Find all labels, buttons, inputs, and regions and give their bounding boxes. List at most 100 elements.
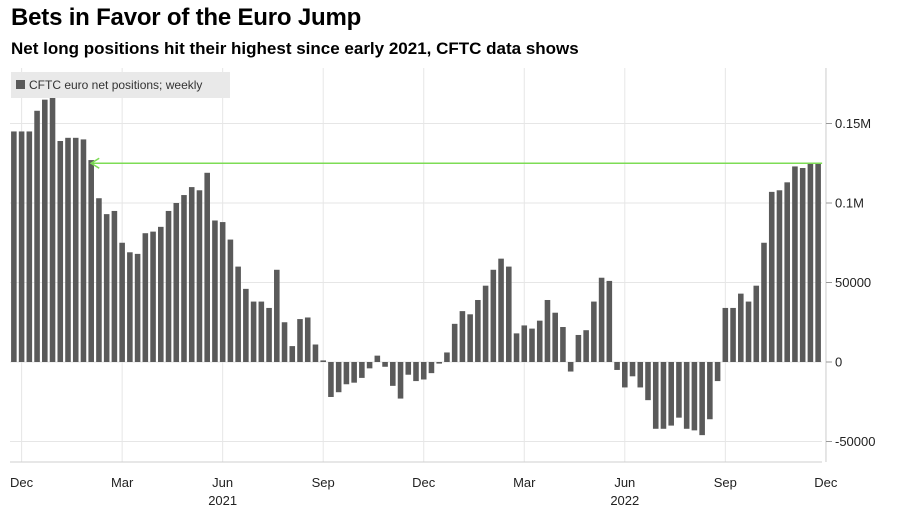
bar bbox=[498, 258, 504, 362]
bar bbox=[158, 226, 164, 362]
bar bbox=[335, 362, 342, 393]
bar bbox=[11, 131, 17, 362]
chart-title: Bets in Favor of the Euro Jump bbox=[11, 4, 362, 31]
bar bbox=[188, 187, 195, 362]
bar bbox=[529, 328, 535, 362]
bar bbox=[359, 362, 365, 378]
bar bbox=[768, 191, 775, 362]
bar bbox=[96, 198, 102, 362]
bar bbox=[753, 285, 760, 362]
y-tick-label: 0.15M bbox=[835, 116, 871, 131]
bar bbox=[289, 346, 296, 362]
year-label: 2021 bbox=[208, 493, 237, 508]
bar bbox=[103, 214, 110, 362]
x-tick-label: Sep bbox=[714, 475, 737, 490]
bar bbox=[165, 210, 172, 362]
bar bbox=[544, 299, 551, 362]
bar bbox=[243, 288, 249, 362]
bar bbox=[668, 362, 674, 426]
annotation bbox=[89, 157, 823, 169]
y-tick-label: -50000 bbox=[835, 434, 875, 449]
bar bbox=[127, 252, 133, 362]
bar bbox=[397, 362, 404, 399]
bar bbox=[374, 355, 381, 362]
bar bbox=[142, 233, 149, 362]
bars bbox=[11, 96, 821, 436]
bar bbox=[281, 322, 288, 362]
bar bbox=[637, 362, 644, 388]
bar bbox=[390, 362, 396, 386]
bar bbox=[173, 203, 180, 362]
bar bbox=[730, 307, 736, 362]
bar bbox=[134, 253, 141, 362]
bar bbox=[552, 312, 558, 362]
bar bbox=[513, 333, 520, 362]
bar bbox=[351, 362, 357, 383]
bar bbox=[482, 285, 489, 362]
bar bbox=[212, 220, 218, 362]
bar bbox=[235, 266, 241, 362]
bar bbox=[467, 314, 473, 362]
bar bbox=[258, 301, 265, 362]
bar bbox=[660, 362, 667, 429]
bar bbox=[738, 293, 744, 362]
bar bbox=[699, 362, 705, 436]
bar bbox=[622, 362, 628, 388]
y-tick-label: 0.1M bbox=[835, 196, 864, 211]
bar bbox=[219, 222, 226, 362]
x-tick-label: Dec bbox=[814, 475, 838, 490]
bar bbox=[405, 362, 412, 375]
bar bbox=[42, 99, 48, 363]
bar bbox=[428, 362, 435, 374]
bar bbox=[328, 362, 334, 397]
x-tick-label: Mar bbox=[513, 475, 536, 490]
bar bbox=[676, 362, 682, 418]
bar bbox=[88, 160, 94, 362]
bar bbox=[34, 110, 40, 362]
x-tick-label: Dec bbox=[412, 475, 436, 490]
bar bbox=[591, 301, 597, 362]
bar bbox=[614, 362, 620, 370]
bar bbox=[799, 168, 806, 362]
year-label: 2022 bbox=[610, 493, 639, 508]
legend-label: CFTC euro net positions; weekly bbox=[29, 78, 202, 92]
x-tick-label: Dec bbox=[10, 475, 34, 490]
bar bbox=[26, 131, 33, 362]
bar bbox=[304, 317, 311, 362]
bar bbox=[181, 195, 187, 362]
bar bbox=[475, 299, 481, 362]
bar bbox=[629, 362, 636, 377]
bar bbox=[250, 301, 257, 362]
bar bbox=[792, 166, 798, 362]
bar bbox=[297, 319, 303, 362]
bar bbox=[436, 362, 442, 364]
bar bbox=[784, 182, 790, 362]
bar bbox=[583, 330, 589, 362]
bar bbox=[72, 137, 79, 362]
bar bbox=[119, 242, 125, 362]
x-tick-label: Jun bbox=[212, 475, 233, 490]
bar bbox=[606, 280, 613, 362]
x-tick-label: Sep bbox=[312, 475, 335, 490]
bar bbox=[18, 131, 25, 362]
bar bbox=[567, 362, 574, 372]
bar bbox=[312, 344, 319, 362]
bar bbox=[459, 311, 466, 362]
legend: CFTC euro net positions; weekly bbox=[11, 72, 230, 98]
annotation-arrow-head bbox=[89, 157, 100, 169]
bar bbox=[451, 323, 458, 362]
bar bbox=[598, 277, 605, 362]
bar bbox=[536, 320, 543, 362]
bar bbox=[274, 269, 280, 362]
bar bbox=[420, 362, 427, 380]
bar bbox=[65, 137, 71, 362]
bar bbox=[506, 266, 512, 362]
legend-swatch bbox=[16, 80, 25, 89]
bar bbox=[575, 334, 582, 362]
y-tick-label: 50000 bbox=[835, 275, 871, 290]
axes: 0.15M 0.1M 50000 0 -50000 Dec Mar Jun Sep Dec Mar J… bbox=[10, 68, 875, 508]
bar bbox=[57, 140, 64, 362]
bar bbox=[714, 362, 721, 382]
bar bbox=[413, 362, 419, 382]
